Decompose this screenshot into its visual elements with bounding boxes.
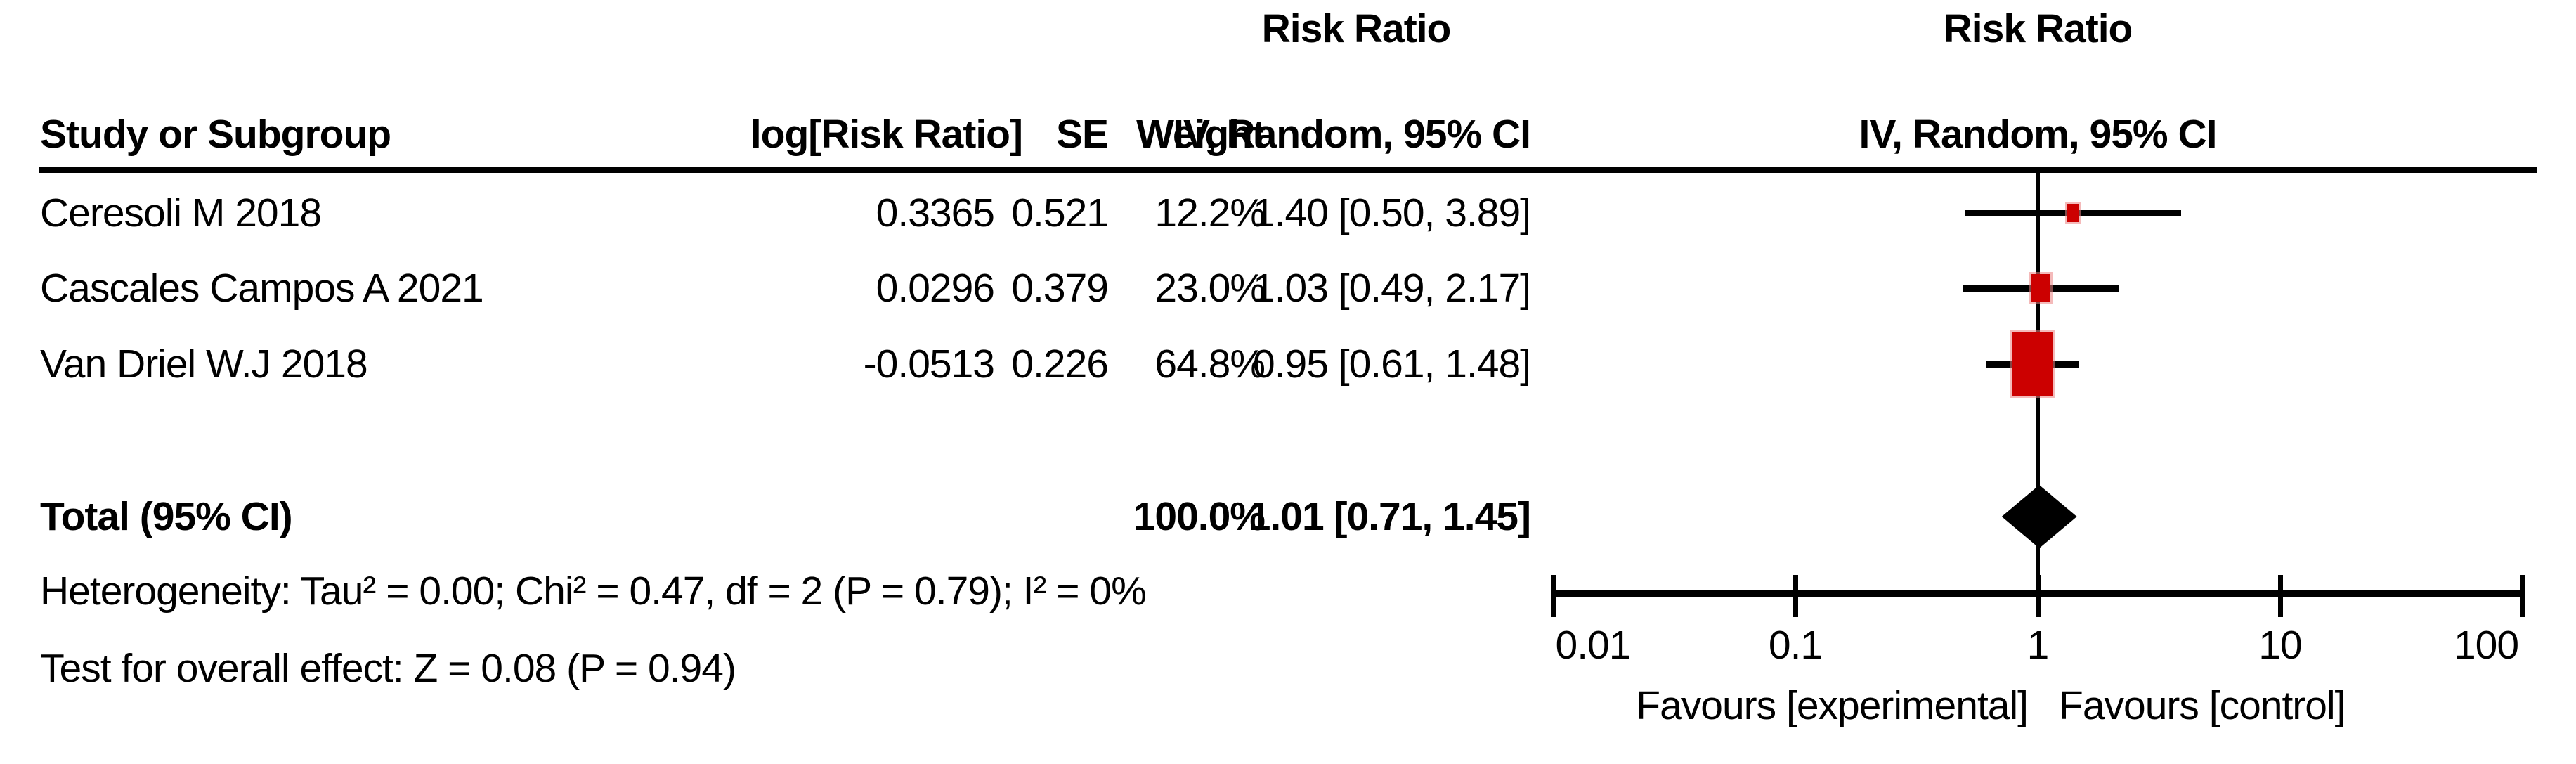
favours-experimental-label: Favours [experimental] bbox=[1636, 683, 2029, 728]
effect-marker bbox=[2067, 204, 2079, 222]
study-log-rr: 0.0296 bbox=[876, 266, 995, 311]
axis-tick bbox=[2520, 575, 2525, 617]
study-weight: 12.2% bbox=[1154, 190, 1266, 235]
study-se: 0.226 bbox=[1011, 342, 1109, 387]
header-rule bbox=[39, 167, 2537, 173]
total-row-ci: 1.01 [0.71, 1.45] bbox=[1248, 494, 1531, 539]
axis-tick-label: 0.1 bbox=[1768, 623, 1823, 668]
study-name: Ceresoli M 2018 bbox=[40, 190, 322, 235]
axis-tick bbox=[1793, 575, 1798, 617]
study-weight: 64.8% bbox=[1154, 342, 1266, 387]
pooled-diamond bbox=[2001, 485, 2077, 548]
total-row-weight: 100.0% bbox=[1133, 494, 1266, 539]
stats-effect-header: Risk Ratio bbox=[1261, 6, 1452, 51]
study-se: 0.379 bbox=[1011, 266, 1109, 311]
axis-tick bbox=[1550, 575, 1556, 617]
column-header-ci: IV, Random, 95% CI bbox=[1173, 112, 1531, 157]
study-name: Cascales Campos A 2021 bbox=[40, 266, 484, 311]
study-se: 0.521 bbox=[1011, 190, 1109, 235]
heterogeneity-text: Heterogeneity: Tau² = 0.00; Chi² = 0.47,… bbox=[40, 569, 1147, 614]
axis-tick-label: 0.01 bbox=[1555, 623, 1632, 668]
effect-marker bbox=[2011, 332, 2053, 396]
effect-marker bbox=[2031, 273, 2050, 303]
plot-effect-header: Risk Ratio bbox=[1943, 6, 2133, 51]
axis-tick bbox=[2277, 575, 2283, 617]
study-name: Van Driel W.J 2018 bbox=[40, 342, 368, 387]
axis-tick-label: 1 bbox=[2027, 623, 2050, 668]
study-ci-text: 0.95 [0.61, 1.48] bbox=[1253, 342, 1531, 387]
favours-control-label: Favours [control] bbox=[2059, 683, 2346, 728]
axis-tick-label: 100 bbox=[2453, 623, 2519, 668]
study-log-rr: 0.3365 bbox=[876, 190, 995, 235]
column-header-se: SE bbox=[1055, 112, 1109, 157]
study-ci-text: 1.03 [0.49, 2.17] bbox=[1253, 266, 1531, 311]
overall-effect-text: Test for overall effect: Z = 0.08 (P = 0… bbox=[40, 646, 736, 691]
column-header-study: Study or Subgroup bbox=[40, 112, 391, 157]
study-ci-text: 1.40 [0.50, 3.89] bbox=[1253, 190, 1531, 235]
total-row-label: Total (95% CI) bbox=[40, 494, 293, 539]
axis-tick bbox=[2035, 575, 2041, 617]
plot-model-header: IV, Random, 95% CI bbox=[1859, 112, 2218, 157]
column-header-weight: Weight bbox=[1136, 112, 1266, 157]
axis-tick-label: 10 bbox=[2258, 623, 2302, 668]
study-log-rr: -0.0513 bbox=[863, 342, 995, 387]
column-header-log-risk-ratio: log[Risk Ratio] bbox=[750, 112, 1023, 157]
study-weight: 23.0% bbox=[1154, 266, 1266, 311]
